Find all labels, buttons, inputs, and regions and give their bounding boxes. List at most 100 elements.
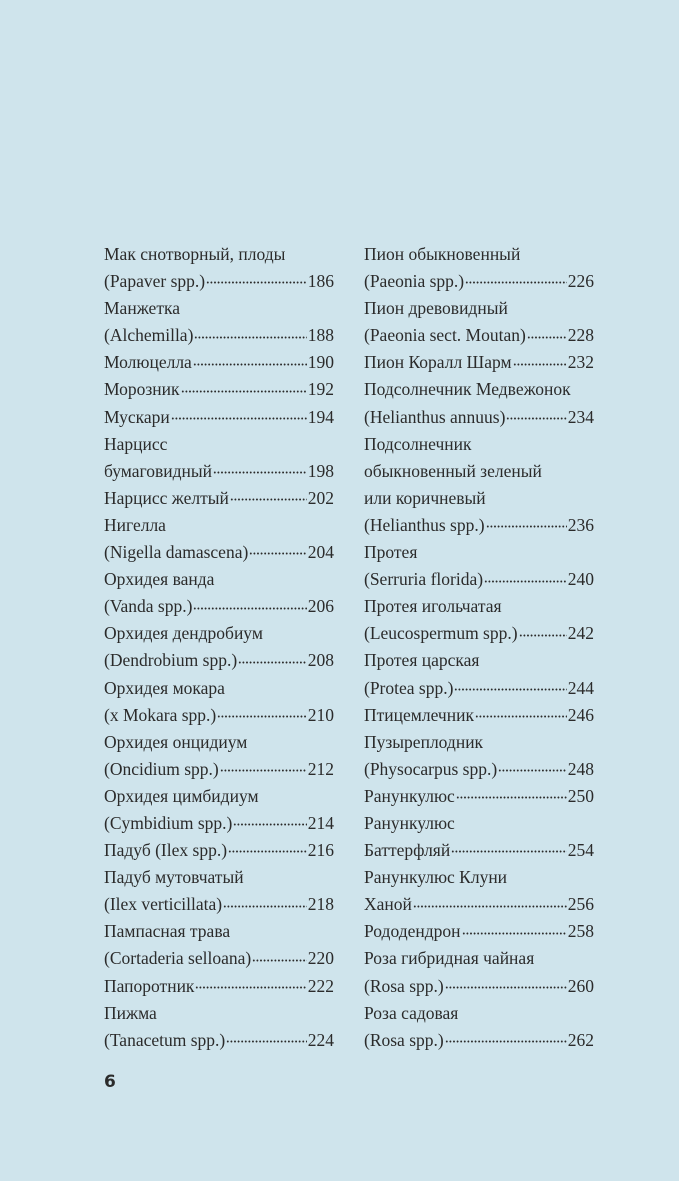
toc-page-number: 190 bbox=[307, 352, 334, 373]
toc-entry[interactable]: Протея игольчатая (Leucospermum spp.) 242 bbox=[364, 593, 594, 647]
toc-entry[interactable]: Орхидея онцидиум (Oncidium spp.) 212 bbox=[104, 729, 334, 783]
toc-page-number: 250 bbox=[567, 785, 594, 806]
toc-entry-line: (Tanacetum spp.) 224 bbox=[104, 1027, 334, 1054]
toc-entry-line: (Rosa spp.) 262 bbox=[364, 1027, 594, 1054]
toc-entry-title: Птицемлечник bbox=[364, 704, 474, 725]
toc-entry-line: Ранункулюс bbox=[364, 810, 594, 837]
toc-entry-line: (Vanda spp.) 206 bbox=[104, 593, 334, 620]
toc-entry[interactable]: Рододендрон 258 bbox=[364, 918, 594, 945]
dot-leader bbox=[223, 892, 307, 911]
toc-entry[interactable]: Мак снотворный, плоды (Papaver spp.) 186 bbox=[104, 241, 334, 295]
toc-entry-title: бумаговидный bbox=[104, 460, 212, 481]
toc-entry[interactable]: Подсолнечник Медвежонок (Helianthus annuu… bbox=[364, 376, 594, 430]
toc-entry[interactable]: Протея (Serruria florida) 240 bbox=[364, 539, 594, 593]
toc-entry-line: (Physocarpus spp.) 248 bbox=[364, 756, 594, 783]
toc-entry-title: Орхидея мокара bbox=[104, 677, 225, 698]
toc-entry-title: (x Mokara spp.) bbox=[104, 704, 217, 725]
toc-entry-title: (Helianthus annuus) bbox=[364, 406, 506, 427]
toc-entry[interactable]: Пижма (Tanacetum spp.) 224 bbox=[104, 1000, 334, 1054]
toc-page-number: 198 bbox=[307, 460, 334, 481]
toc-entry[interactable]: Ранункулюс Клуни Ханой 256 bbox=[364, 864, 594, 918]
toc-entry[interactable]: Падуб мутовчатый (Ilex verticillata) 218 bbox=[104, 864, 334, 918]
toc-entry[interactable]: Птицемлечник 246 bbox=[364, 702, 594, 729]
toc-entry-title: Пузыреплодник bbox=[364, 731, 484, 752]
toc-entry-title: (Paeonia sect. Moutan) bbox=[364, 325, 526, 346]
toc-entry[interactable]: Папоротник 222 bbox=[104, 973, 334, 1000]
toc-entry[interactable]: Орхидея мокара (x Mokara spp.) 210 bbox=[104, 675, 334, 729]
toc-entry-title: (Papaver spp.) bbox=[104, 271, 206, 292]
toc-entry[interactable]: Роза садовая (Rosa spp.) 262 bbox=[364, 1000, 594, 1054]
dot-leader bbox=[451, 838, 567, 857]
toc-entry-line: (Nigella damascena) 204 bbox=[104, 539, 334, 566]
toc-right-column: Пион обыкновенный (Paeonia spp.) 226 Пион д… bbox=[364, 241, 594, 1054]
toc-page-number: 236 bbox=[567, 514, 594, 535]
toc-entry[interactable]: Манжетка (Alchemilla) 188 bbox=[104, 295, 334, 349]
toc-entry-title: (Dendrobium spp.) bbox=[104, 650, 238, 671]
dot-leader bbox=[454, 676, 567, 694]
toc-page-number: 234 bbox=[567, 406, 594, 427]
toc-entry[interactable]: Пион Коралл Шарм 232 bbox=[364, 349, 594, 376]
toc-page-number: 202 bbox=[307, 487, 334, 508]
dot-leader bbox=[506, 405, 567, 423]
toc-entry-line: (Alchemilla) 188 bbox=[104, 322, 334, 349]
toc-page-number: 188 bbox=[307, 325, 334, 346]
dot-leader bbox=[444, 1028, 567, 1046]
toc-entry[interactable]: Орхидея ванда (Vanda spp.) 206 bbox=[104, 566, 334, 620]
toc-page-number: 214 bbox=[307, 812, 334, 833]
toc-entry[interactable]: Мускари 194 bbox=[104, 404, 334, 431]
toc-entry-title: (Rosa spp.) bbox=[364, 975, 444, 996]
toc-page-number: 254 bbox=[567, 840, 594, 861]
toc-entry[interactable]: Подсолнечник обыкновенный зеленый или кори… bbox=[364, 431, 594, 539]
dot-leader bbox=[455, 784, 567, 802]
dot-leader bbox=[238, 648, 307, 667]
toc-entry[interactable]: Пампасная трава (Cortaderia selloana) 220 bbox=[104, 918, 334, 972]
toc-entry-title: (Serruria florida) bbox=[364, 569, 484, 590]
toc-entry-title: (Tanacetum spp.) bbox=[104, 1029, 226, 1050]
toc-entry[interactable]: Роза гибридная чайная (Rosa spp.) 260 bbox=[364, 945, 594, 999]
toc-entry-line: Пампасная трава bbox=[104, 918, 334, 945]
toc-entry-line: Пион обыкновенный bbox=[364, 241, 594, 268]
toc-page-number: 260 bbox=[567, 975, 594, 996]
toc-entry-line: Падуб мутовчатый bbox=[104, 864, 334, 891]
toc-entry[interactable]: Орхидея цимбидиум (Cymbidium spp.) 214 bbox=[104, 783, 334, 837]
toc-entry[interactable]: Нигелла (Nigella damascena) 204 bbox=[104, 512, 334, 566]
toc-page-number: 216 bbox=[307, 840, 334, 861]
toc-entry-line: (Helianthus annuus) 234 bbox=[364, 404, 594, 431]
toc-entry[interactable]: Падуб (Ilex spp.) 216 bbox=[104, 837, 334, 864]
toc-entry[interactable]: Молюцелла 190 bbox=[104, 349, 334, 376]
toc-entry-line: Ханой 256 bbox=[364, 891, 594, 918]
dot-leader bbox=[180, 377, 307, 396]
toc-entry[interactable]: Нарцисс желтый 202 bbox=[104, 485, 334, 512]
toc-entry[interactable]: Морозник 192 bbox=[104, 376, 334, 403]
toc-entry[interactable]: Пузыреплодник (Physocarpus spp.) 248 bbox=[364, 729, 594, 783]
toc-entry-title: Нарцисс bbox=[104, 433, 168, 454]
toc-entry[interactable]: Ранункулюс Баттерфляй 254 bbox=[364, 810, 594, 864]
toc-entry-line: Орхидея дендробиум bbox=[104, 620, 334, 647]
toc-entry-title: Подсолнечник Медвежонок bbox=[364, 379, 571, 400]
dot-leader bbox=[193, 594, 307, 613]
toc-entry-line: Орхидея онцидиум bbox=[104, 729, 334, 756]
toc-entry[interactable]: Протея царская (Protea spp.) 244 bbox=[364, 647, 594, 701]
toc-entry[interactable]: Орхидея дендробиум (Dendrobium spp.) 208 bbox=[104, 620, 334, 674]
toc-entry-title: Пампасная трава bbox=[104, 921, 231, 942]
toc-entry-line: Протея игольчатая bbox=[364, 593, 594, 620]
toc-entry-line: Орхидея цимбидиум bbox=[104, 783, 334, 810]
toc-page-number: 204 bbox=[307, 542, 334, 563]
toc-entry[interactable]: Ранункулюс 250 bbox=[364, 783, 594, 810]
toc-left-column: Мак снотворный, плоды (Papaver spp.) 186 Ма… bbox=[104, 241, 334, 1054]
toc-entry-line: Орхидея ванда bbox=[104, 566, 334, 593]
toc-entry-line: (Paeonia spp.) 226 bbox=[364, 268, 594, 295]
toc-entry-title: обыкновенный зеленый bbox=[364, 460, 542, 481]
toc-entry-line: (Dendrobium spp.) 208 bbox=[104, 647, 334, 674]
toc-page-number: 262 bbox=[567, 1029, 594, 1050]
toc-entry[interactable]: Пион древовидный (Paeonia sect. Moutan) 22… bbox=[364, 295, 594, 349]
toc-entry[interactable]: Пион обыкновенный (Paeonia spp.) 226 bbox=[364, 241, 594, 295]
toc-entry-line: Ранункулюс Клуни bbox=[364, 864, 594, 891]
toc-page-number: 218 bbox=[307, 894, 334, 915]
toc-entry-line: Подсолнечник Медвежонок bbox=[364, 376, 594, 403]
toc-entry-line: Орхидея мокара bbox=[104, 675, 334, 702]
toc-entry-line: (Helianthus spp.) 236 bbox=[364, 512, 594, 539]
toc-entry-line: Падуб (Ilex spp.) 216 bbox=[104, 837, 334, 864]
toc-entry-title: (Cymbidium spp.) bbox=[104, 812, 233, 833]
toc-entry[interactable]: Нарцисс бумаговидный 198 bbox=[104, 431, 334, 485]
